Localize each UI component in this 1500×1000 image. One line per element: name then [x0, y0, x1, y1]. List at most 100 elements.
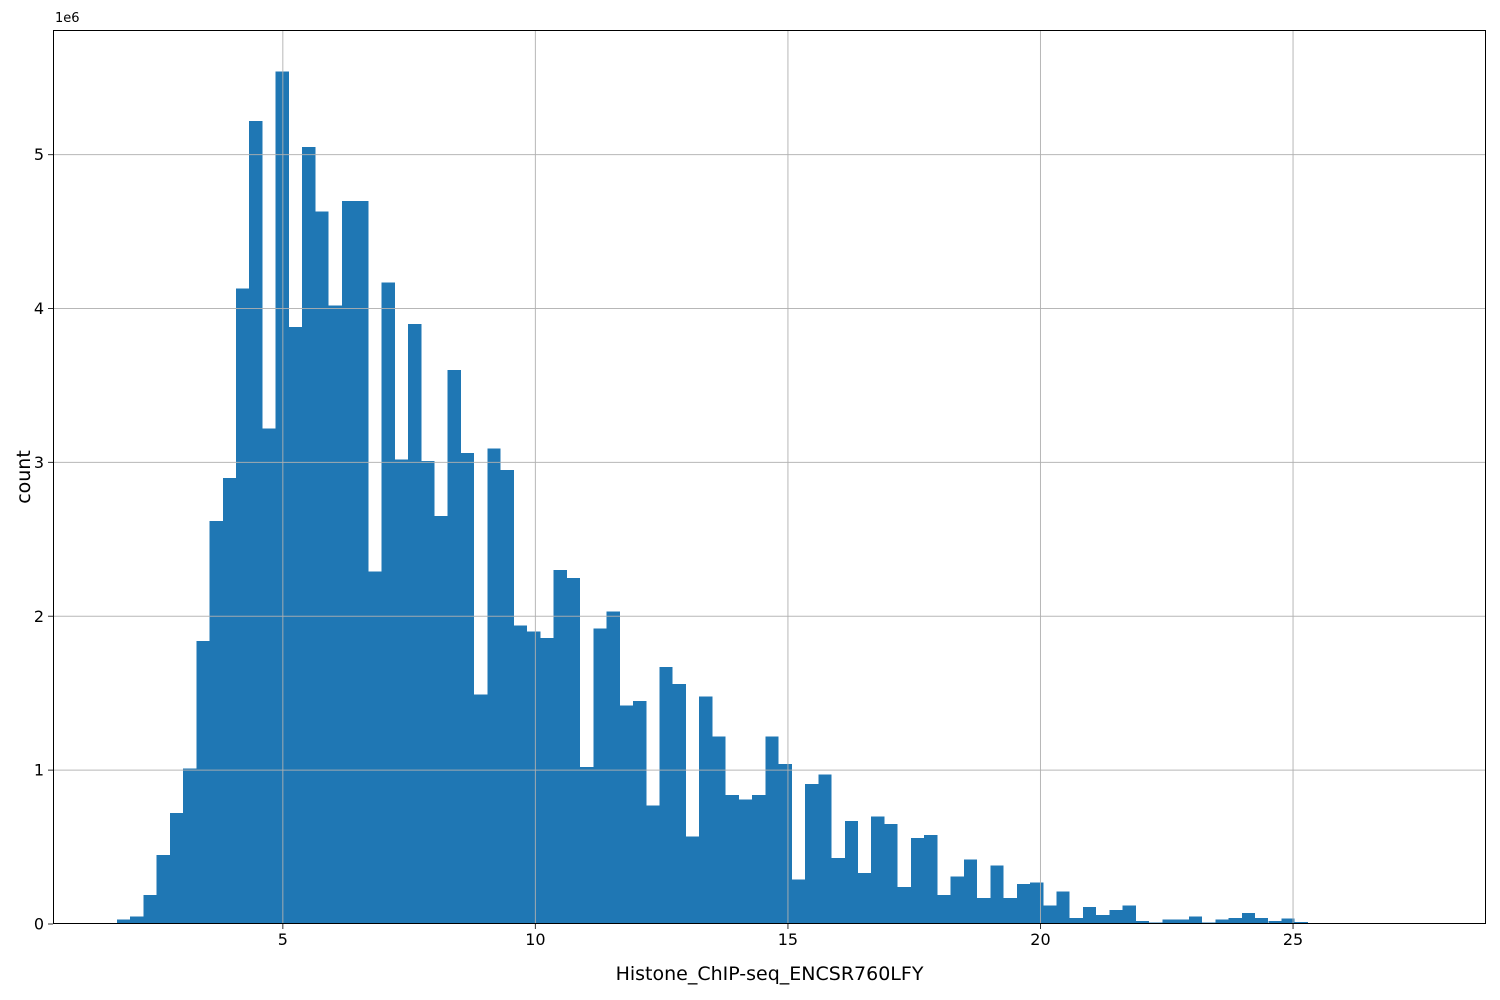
histogram-bar — [752, 794, 766, 924]
histogram-bar — [1122, 905, 1136, 924]
y-tick-label: 5 — [34, 145, 44, 164]
histogram-bar — [831, 857, 845, 924]
histogram-bar — [394, 459, 409, 924]
histogram-bar — [275, 71, 289, 925]
histogram-bar — [1241, 913, 1256, 924]
histogram-bar — [1069, 917, 1083, 924]
histogram-bar — [1188, 916, 1203, 924]
y-tick-label: 2 — [34, 607, 44, 626]
x-tick-label: 25 — [1283, 930, 1303, 949]
histogram-bar — [858, 873, 872, 924]
x-axis-label: Histone_ChIP-seq_ENCSR760LFY — [615, 963, 924, 985]
histogram-bar — [262, 428, 276, 924]
histogram-bar — [778, 763, 792, 924]
histogram-bar — [116, 919, 131, 924]
histogram-bar — [500, 470, 514, 924]
histogram-bar — [580, 767, 594, 924]
histogram-bar — [844, 820, 858, 924]
histogram-plot: 5 10 15 20 25 0 1 2 3 4 5 — [34, 30, 1486, 949]
x-tick-label: 5 — [278, 930, 288, 949]
histogram-bar — [871, 816, 885, 924]
histogram-bar — [1082, 907, 1097, 924]
histogram-bar — [222, 477, 236, 924]
histogram-bar — [805, 783, 819, 924]
histogram-bar — [1268, 920, 1282, 924]
histogram-bar — [1162, 919, 1176, 924]
histogram-bar — [672, 683, 686, 924]
histogram-bar — [1030, 882, 1044, 924]
histogram-bar — [513, 625, 528, 924]
histogram-bar — [1043, 905, 1057, 924]
histogram-bar — [355, 200, 369, 925]
histogram-bar — [460, 453, 475, 924]
histogram-bar — [302, 146, 316, 924]
histogram-bar — [156, 854, 170, 924]
histogram-bar — [738, 799, 753, 924]
histogram-bar — [924, 834, 938, 924]
y-tick-label: 4 — [34, 299, 44, 318]
histogram-bar — [659, 667, 673, 924]
histogram-bar — [368, 571, 382, 924]
histogram-bar — [884, 823, 898, 924]
histogram-bar — [540, 637, 554, 924]
histogram-bar — [646, 805, 660, 924]
x-tick-label: 15 — [778, 930, 798, 949]
y-tick-label: 0 — [34, 915, 44, 934]
histogram-bar — [699, 696, 713, 924]
histogram-bar — [1056, 891, 1070, 924]
histogram-bar — [818, 774, 832, 924]
histogram-bar — [963, 859, 978, 924]
histogram-bar — [169, 813, 184, 924]
histogram-bar — [1215, 919, 1229, 924]
histogram-bar — [553, 570, 567, 924]
histogram-bar — [447, 370, 461, 924]
histogram-bar — [1109, 910, 1123, 924]
histogram-bar — [950, 876, 964, 924]
y-tick-label: 1 — [34, 761, 44, 780]
histogram-bar — [143, 894, 157, 924]
y-tick-label: 3 — [34, 453, 44, 472]
histogram-bar — [1255, 917, 1269, 924]
y-axis-offset-text: 1e6 — [55, 11, 80, 26]
histogram-bar — [1096, 914, 1110, 924]
histogram-bar — [725, 794, 739, 924]
histogram-bar — [1003, 897, 1017, 924]
histogram-bar — [937, 894, 951, 924]
histogram-bar — [288, 326, 303, 925]
histogram-bar — [408, 323, 422, 924]
x-tick-label: 20 — [1030, 930, 1050, 949]
histogram-bar — [421, 460, 435, 924]
histogram-bar — [910, 837, 925, 924]
histogram-bar — [328, 305, 342, 924]
histogram-bar — [434, 516, 448, 924]
histogram-bar — [527, 631, 541, 924]
histogram-bar — [196, 640, 210, 924]
histogram-bar — [593, 628, 607, 924]
histogram-bar — [1016, 883, 1031, 924]
histogram-bar — [1228, 917, 1242, 924]
histogram-bar — [1281, 918, 1295, 924]
histogram-bar — [236, 288, 250, 924]
histogram-bar — [791, 879, 806, 924]
plot-spines — [53, 30, 1486, 924]
histogram-bar — [341, 200, 356, 925]
histogram-bar — [566, 577, 581, 924]
x-tick-label: 10 — [525, 930, 545, 949]
histogram-bar — [1135, 920, 1150, 924]
histogram-bar — [487, 448, 501, 924]
histogram-bar — [990, 865, 1004, 924]
histogram-bar — [249, 120, 263, 924]
histogram-bar — [1175, 919, 1189, 924]
histogram-bar — [685, 836, 700, 924]
histogram-bar — [209, 520, 223, 924]
histogram-bar — [474, 694, 488, 924]
histogram-bar — [712, 736, 726, 924]
plot-area: 5 10 15 20 25 0 1 2 3 4 5 — [34, 30, 1486, 949]
histogram-bar — [130, 916, 144, 924]
histogram-bar — [183, 768, 197, 924]
histogram-bar — [633, 700, 647, 924]
histogram-bar — [977, 897, 991, 924]
histogram-bar — [381, 282, 395, 925]
histogram-bar — [315, 211, 329, 924]
